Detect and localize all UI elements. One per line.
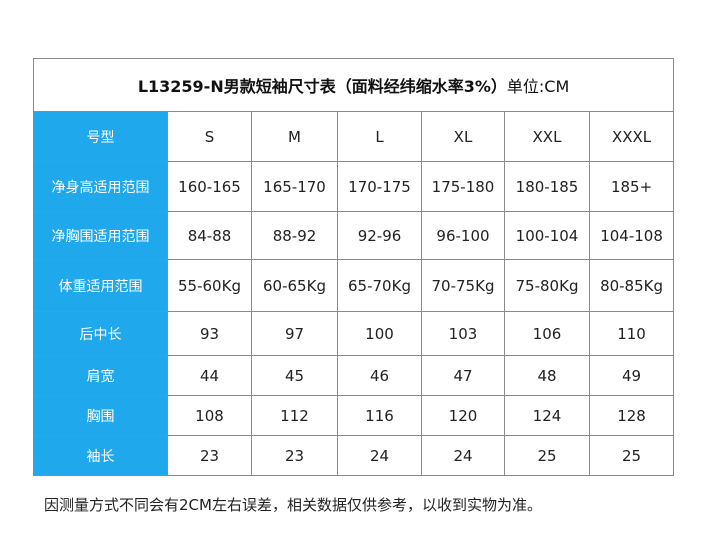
table-cell: 128 bbox=[588, 395, 675, 436]
table-cell: 46 bbox=[337, 355, 422, 396]
row-label: 净身高适用范围 bbox=[33, 161, 168, 212]
size-header-xxl: XXL bbox=[504, 111, 590, 162]
table-row: 净胸围适用范围 84-88 88-92 92-96 96-100 100-104… bbox=[33, 211, 675, 260]
row-label: 体重适用范围 bbox=[33, 259, 168, 312]
row-label: 袖长 bbox=[33, 435, 168, 476]
table-cell: 110 bbox=[588, 311, 675, 356]
table-cell: 93 bbox=[167, 311, 252, 356]
table-cell: 106 bbox=[504, 311, 590, 356]
table-cell: 75-80Kg bbox=[504, 259, 590, 312]
size-header-s: S bbox=[167, 111, 252, 162]
table-cell: 100 bbox=[337, 311, 422, 356]
table-row: 后中长 93 97 100 103 106 110 bbox=[33, 311, 675, 356]
table-cell: 88-92 bbox=[251, 211, 338, 260]
table-cell: 25 bbox=[504, 435, 590, 476]
row-label: 肩宽 bbox=[33, 355, 168, 396]
table-cell: 60-65Kg bbox=[251, 259, 338, 312]
table-cell: 103 bbox=[421, 311, 505, 356]
table-cell: 160-165 bbox=[167, 161, 252, 212]
table-cell: 97 bbox=[251, 311, 338, 356]
table-cell: 108 bbox=[167, 395, 252, 436]
row-label: 胸围 bbox=[33, 395, 168, 436]
table-cell: 170-175 bbox=[337, 161, 422, 212]
table-cell: 48 bbox=[504, 355, 590, 396]
table-cell: 175-180 bbox=[421, 161, 505, 212]
table-cell: 65-70Kg bbox=[337, 259, 422, 312]
size-chart-table: L13259-N男款短袖尺寸表（面料经纬缩水率3%）单位:CM 号型 S M L… bbox=[32, 58, 675, 476]
table-cell: 92-96 bbox=[337, 211, 422, 260]
table-cell: 180-185 bbox=[504, 161, 590, 212]
table-cell: 25 bbox=[588, 435, 675, 476]
table-cell: 96-100 bbox=[421, 211, 505, 260]
table-cell: 24 bbox=[421, 435, 505, 476]
title-text: L13259-N男款短袖尺寸表（面料经纬缩水率3%） bbox=[137, 77, 507, 96]
size-header-xxxl: XXXL bbox=[588, 111, 675, 162]
table-cell: 100-104 bbox=[504, 211, 590, 260]
header-row: 号型 S M L XL XXL XXXL bbox=[33, 111, 675, 162]
table-cell: 165-170 bbox=[251, 161, 338, 212]
table-cell: 49 bbox=[588, 355, 675, 396]
size-label-header: 号型 bbox=[33, 111, 168, 162]
table-row: 肩宽 44 45 46 47 48 49 bbox=[33, 355, 675, 396]
table-cell: 45 bbox=[251, 355, 338, 396]
table-cell: 23 bbox=[167, 435, 252, 476]
table-cell: 80-85Kg bbox=[588, 259, 675, 312]
table-title: L13259-N男款短袖尺寸表（面料经纬缩水率3%）单位:CM bbox=[32, 58, 675, 112]
size-header-xl: XL bbox=[421, 111, 505, 162]
table-row: 胸围 108 112 116 120 124 128 bbox=[33, 395, 675, 436]
table-cell: 84-88 bbox=[167, 211, 252, 260]
table-cell: 55-60Kg bbox=[167, 259, 252, 312]
table-row: 袖长 23 23 24 24 25 25 bbox=[33, 435, 675, 476]
table-cell: 120 bbox=[421, 395, 505, 436]
table-cell: 47 bbox=[421, 355, 505, 396]
size-header-l: L bbox=[337, 111, 422, 162]
table-cell: 112 bbox=[251, 395, 338, 436]
table-cell: 185+ bbox=[588, 161, 675, 212]
table-cell: 124 bbox=[504, 395, 590, 436]
size-header-m: M bbox=[251, 111, 338, 162]
row-label: 后中长 bbox=[33, 311, 168, 356]
table-cell: 116 bbox=[337, 395, 422, 436]
table-cell: 104-108 bbox=[588, 211, 675, 260]
table-cell: 23 bbox=[251, 435, 338, 476]
measurement-disclaimer: 因测量方式不同会有2CM左右误差，相关数据仅供参考，以收到实物为准。 bbox=[44, 496, 542, 514]
table-row: 净身高适用范围 160-165 165-170 170-175 175-180 … bbox=[33, 161, 675, 212]
table-cell: 44 bbox=[167, 355, 252, 396]
table-cell: 70-75Kg bbox=[421, 259, 505, 312]
table-cell: 24 bbox=[337, 435, 422, 476]
title-row: L13259-N男款短袖尺寸表（面料经纬缩水率3%）单位:CM bbox=[32, 58, 675, 112]
row-label: 净胸围适用范围 bbox=[33, 211, 168, 260]
table-row: 体重适用范围 55-60Kg 60-65Kg 65-70Kg 70-75Kg 7… bbox=[33, 259, 675, 312]
unit-text: 单位:CM bbox=[506, 77, 570, 96]
